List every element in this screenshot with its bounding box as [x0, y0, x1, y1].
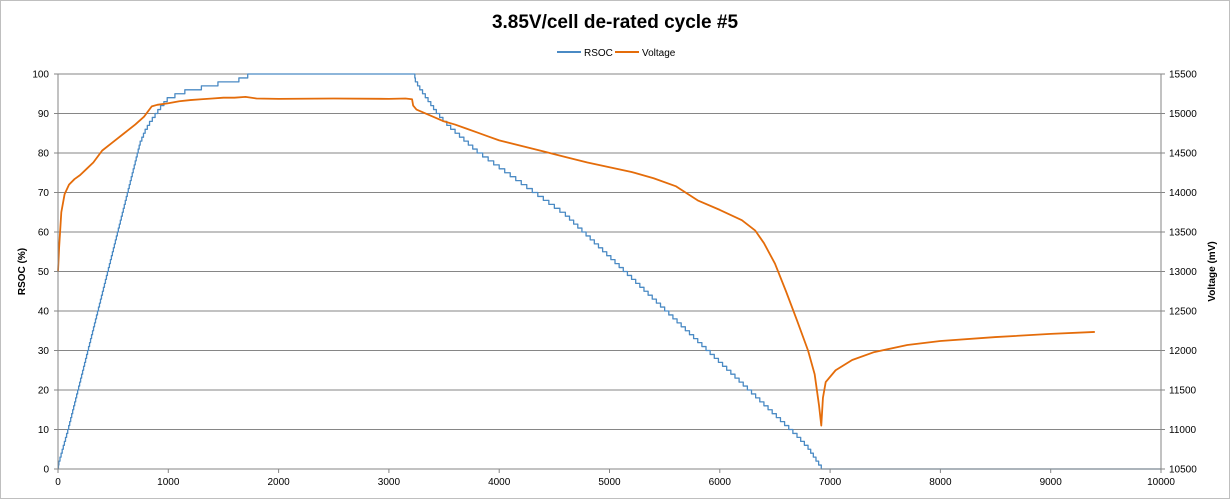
y2-tick-label: 14000 [1169, 188, 1197, 199]
y-tick-label: 10 [38, 425, 50, 436]
y-tick-label: 100 [32, 70, 49, 81]
y-tick-label: 90 [38, 109, 50, 120]
chart-title: 3.85V/cell de-rated cycle #5 [492, 12, 739, 33]
x-tick-label: 9000 [1040, 477, 1063, 488]
x-tick-label: 2000 [267, 477, 290, 488]
y-tick-label: 70 [38, 188, 50, 199]
y-tick-label: 40 [38, 307, 50, 318]
legend-label-voltage: Voltage [642, 48, 676, 59]
x-tick-label: 7000 [819, 477, 842, 488]
x-tick-label: 5000 [598, 477, 621, 488]
x-tick-label: 1000 [157, 477, 180, 488]
y-axis-title: RSOC (%) [17, 248, 28, 295]
series-line-voltage [57, 96, 1095, 427]
y-tick-label: 0 [43, 465, 49, 476]
y2-tick-label: 14500 [1169, 149, 1197, 160]
y2-tick-label: 11500 [1169, 386, 1197, 397]
y2-tick-label: 15500 [1169, 70, 1197, 81]
y-tick-label: 60 [38, 228, 50, 239]
y2-tick-label: 13500 [1169, 228, 1197, 239]
y-tick-label: 50 [38, 267, 50, 278]
y2-tick-label: 12000 [1169, 346, 1197, 357]
series-layer [57, 73, 1161, 470]
x-tick-label: 4000 [488, 477, 511, 488]
x-tick-label: 3000 [378, 477, 401, 488]
grid-lines [58, 73, 1161, 430]
y2-tick-label: 13000 [1169, 267, 1197, 278]
axes [54, 73, 1165, 473]
y-tick-label: 30 [38, 346, 50, 357]
y2-tick-label: 15000 [1169, 109, 1197, 120]
y2-tick-label: 12500 [1169, 307, 1197, 318]
y2-axis-title: Voltage (mV) [1207, 241, 1218, 301]
series-line-rsoc [57, 73, 1161, 470]
x-tick-label: 10000 [1147, 477, 1175, 488]
tick-labels: 0 1000 2000 3000 4000 5000 6000 7000 8000 9000 100… [32, 70, 1197, 489]
y-tick-label: 80 [38, 149, 50, 160]
x-tick-label: 8000 [929, 477, 952, 488]
legend: RSOC Voltage [557, 48, 676, 59]
y2-tick-label: 10500 [1169, 465, 1197, 476]
y2-tick-label: 11000 [1169, 425, 1197, 436]
x-tick-label: 0 [55, 477, 61, 488]
y-tick-label: 20 [38, 386, 50, 397]
x-tick-label: 6000 [709, 477, 732, 488]
legend-label-rsoc: RSOC [584, 48, 613, 59]
